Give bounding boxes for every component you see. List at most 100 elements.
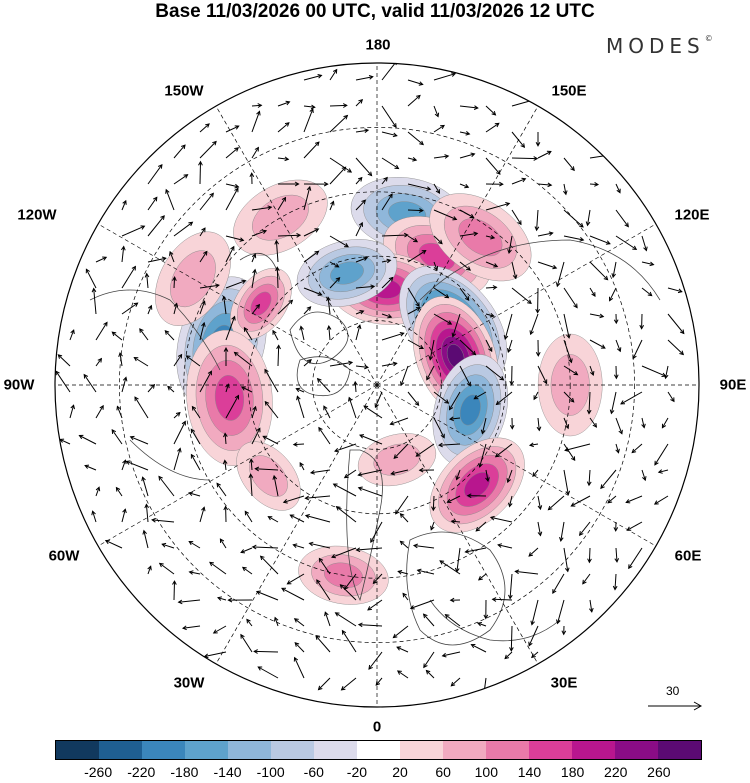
wind-vector [459,152,476,159]
wind-vector [381,332,405,341]
wind-vector [667,339,685,356]
wind-vector [225,245,235,263]
wind-vector [641,287,653,297]
wind-vector [626,521,643,531]
wind-vector [158,562,175,575]
wind-vector [341,629,357,653]
wind-vector [426,365,435,381]
wind-vector [615,235,638,250]
coastline [419,239,661,301]
wind-vector [251,146,259,159]
colorbar-ticks: -260 -220 -180 -140 -100 -60 -20 20 60 100 140 180 2… [0,764,750,782]
anomaly-contour [214,375,245,421]
meridian-line [376,384,657,547]
wind-vector [615,209,629,228]
wind-vector [537,231,554,237]
wind-vector [355,75,374,81]
wind-vector [381,157,400,170]
wind-vector [397,570,409,575]
wind-vector [85,268,97,289]
wind-vector [589,235,611,245]
wind-vector [615,339,622,353]
wind-vector [537,150,552,159]
wind-vector [289,514,305,523]
wind-vector [431,495,436,512]
wind-vector [466,493,487,499]
wind-vector [292,543,305,549]
wind-vector [528,625,539,647]
brand-logo: MODES© [606,34,713,58]
wind-vector [441,651,461,658]
wind-vector [293,656,305,679]
wind-vector [303,359,312,367]
wind-vector [251,205,273,211]
wind-vector [589,181,600,187]
wind-vector [552,573,565,595]
wind-vector [374,391,383,409]
wind-vector [199,506,206,523]
wind-vector [324,611,331,627]
anomaly-contour [464,472,491,499]
colorbar-swatch [314,741,357,759]
wind-vector [339,584,357,601]
wind-vector [438,442,461,448]
wind-vector [121,302,139,315]
wind-vector [459,105,479,110]
wind-vector [381,232,409,238]
wind-vector [450,677,461,687]
wind-vector [91,510,97,523]
wind-vector [144,503,150,523]
wind-vector [303,287,323,296]
meridian-line [97,223,378,386]
wind-vector [329,114,349,133]
wind-vector [249,458,254,471]
wind-vector [244,510,253,523]
wind-vector [134,396,149,419]
wind-vector [400,365,409,387]
colorbar-swatch [271,741,314,759]
wind-vector [407,287,420,308]
wind-vector [563,547,570,573]
wind-vector [423,651,435,669]
wind-vector [251,110,261,133]
wind-vector [563,157,575,172]
wind-vector [199,123,210,133]
wind-vector [433,105,440,118]
wind-vector [222,459,228,471]
wind-vector [355,157,373,177]
wind-vector [381,176,388,185]
wind-vector [212,625,227,634]
wind-vector [459,261,472,271]
coastlines [89,239,661,646]
wind-vector [315,635,331,653]
wind-vector [173,221,194,237]
wind-vector [511,209,522,226]
wind-vector [355,128,370,134]
colorbar-tick-label: 100 [474,764,499,780]
wind-vector [191,405,201,419]
latitude-circle [119,127,635,643]
wind-vector [600,469,617,490]
lon-label-30w: 30W [173,674,205,692]
wind-vector [243,326,253,341]
wind-vector [615,443,620,454]
wind-vector [514,569,539,575]
wind-vector [216,482,227,497]
wind-vector [142,529,149,549]
wind-vector [121,459,127,471]
wind-vector [399,513,409,523]
wind-vector [556,599,565,625]
wind-vector [389,417,409,426]
wind-vector [508,495,513,508]
wind-vector [173,302,179,315]
wind-vector [225,125,240,133]
wind-vector [240,386,253,393]
wind-vector [446,495,461,503]
wind-vector [381,105,397,129]
wind-vector [259,555,279,575]
wind-vector [225,279,247,289]
wind-vector [368,651,383,670]
wind-vector [485,339,493,353]
wind-vector [535,287,541,314]
wind-vector [381,131,398,138]
